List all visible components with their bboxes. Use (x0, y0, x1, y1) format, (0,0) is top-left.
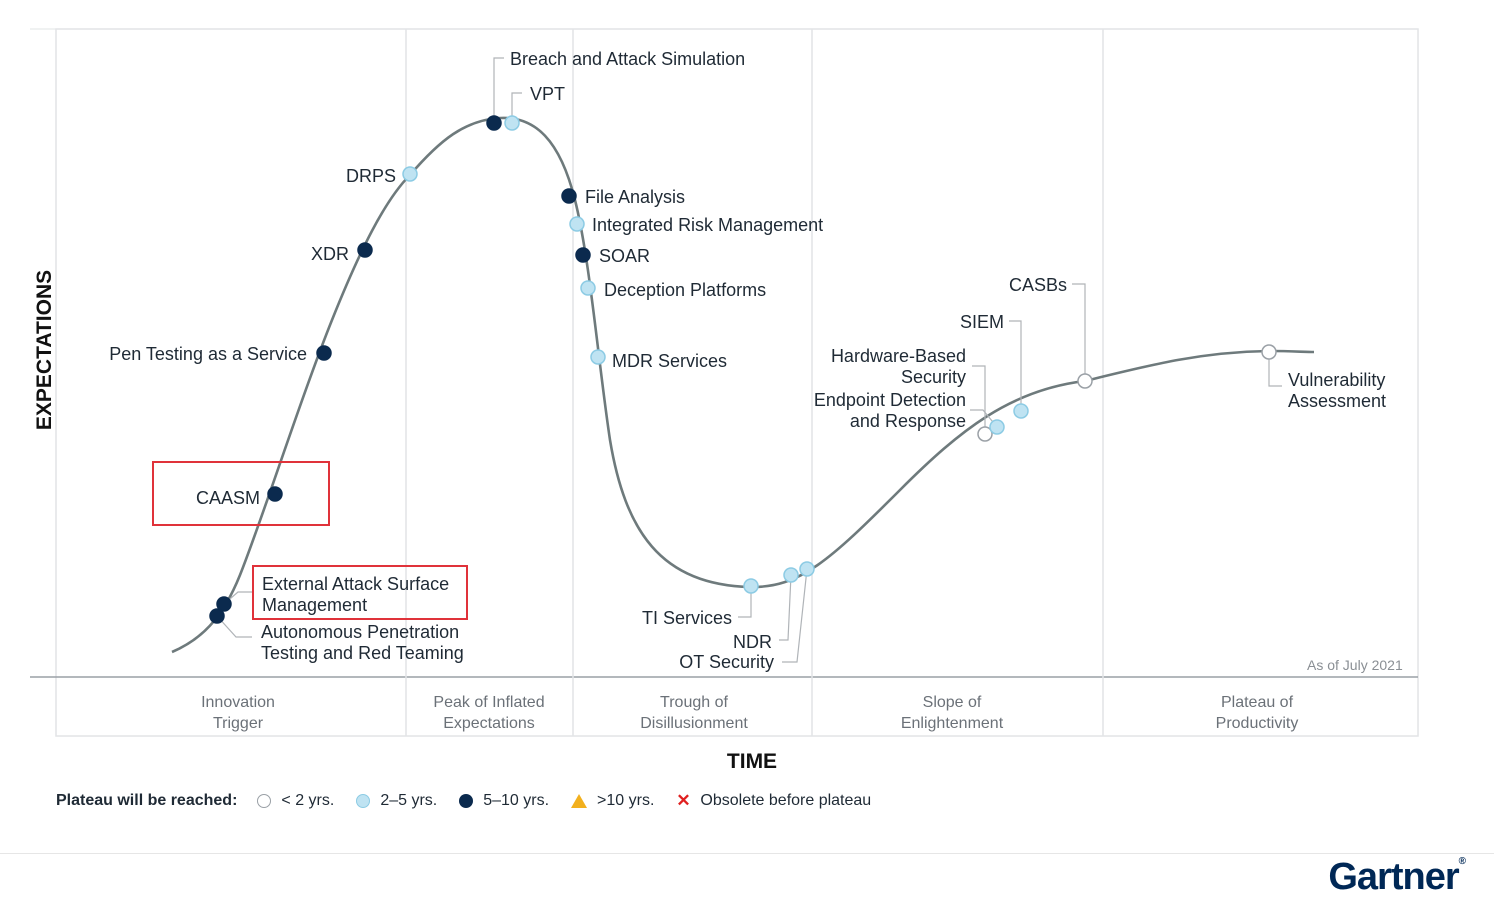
y-axis-title: EXPECTATIONS (33, 270, 56, 430)
highlight-box-easm (252, 565, 468, 620)
tech-point-vpt (504, 115, 520, 131)
legend-item-2to5: 2–5 yrs. (356, 792, 437, 810)
footer-divider (0, 853, 1494, 854)
legend-item-obsolete: ✕ Obsolete before plateau (676, 791, 871, 811)
legend-item-5to10: 5–10 yrs. (459, 792, 549, 810)
highlight-box-caasm (152, 461, 330, 526)
yellow-triangle-icon (571, 794, 588, 808)
phase-label-slope: Slope of Enlightenment (901, 694, 1004, 732)
tech-label-casbs: CASBs (1009, 275, 1067, 295)
legend-item-lt2: < 2 yrs. (257, 792, 334, 810)
tech-point-pen-testing-as-a-service (316, 345, 332, 361)
legend-label: >10 yrs. (597, 792, 655, 809)
tech-label-ot-security: OT Security (679, 652, 774, 672)
legend-label: Obsolete before plateau (700, 792, 872, 809)
tech-point-ot-security (799, 561, 815, 577)
phase-label-innovation-trigger: Innovation Trigger (201, 694, 275, 732)
tech-point-breach-and-attack-simulation (486, 115, 502, 131)
tech-point-soar (575, 247, 591, 263)
tech-label-external-attack-surface-management: External Attack Surface Management (262, 574, 449, 615)
hollow-circle-icon (257, 794, 272, 808)
tech-label-drps: DRPS (346, 166, 396, 186)
tech-label-ti-services: TI Services (642, 608, 732, 628)
gartner-logo: Gartner® (1328, 856, 1466, 898)
tech-label-pen-testing-as-a-service: Pen Testing as a Service (109, 344, 307, 364)
tech-label-file-analysis: File Analysis (585, 187, 685, 207)
tech-point-external-attack-surface-management (216, 596, 232, 612)
technology-points (209, 115, 1277, 624)
tech-label-siem: SIEM (960, 312, 1004, 332)
tech-label-autonomous-penetration-testing-and-red-teaming: Autonomous Penetration Testing and Red Te… (261, 622, 464, 663)
phase-label-peak: Peak of Inflated Expectations (433, 694, 544, 732)
navy-circle-icon (459, 794, 474, 808)
tech-label-deception-platforms: Deception Platforms (604, 280, 766, 300)
tech-point-caasm (267, 486, 283, 502)
hype-curve (171, 116, 1315, 654)
phase-label-plateau: Plateau of Productivity (1216, 694, 1299, 732)
light-blue-circle-icon (356, 794, 371, 808)
tech-label-caasm: CAASM (196, 488, 260, 508)
legend-label: 2–5 yrs. (380, 792, 438, 809)
tech-point-deception-platforms (580, 280, 596, 296)
tech-label-mdr-services: MDR Services (612, 351, 727, 371)
tech-point-mdr-services (590, 349, 606, 365)
phase-labels: Innovation Trigger Peak of Inflated Expect… (201, 694, 1298, 732)
tech-point-endpoint-detection-and-response (989, 419, 1005, 435)
tech-point-drps (402, 166, 418, 182)
plot-frame (30, 28, 1419, 737)
legend-item-gt10: >10 yrs. (571, 792, 654, 810)
tech-point-ndr (783, 567, 799, 583)
tech-label-xdr: XDR (311, 244, 349, 264)
tech-label-vulnerability-assessment: Vulnerability Assessment (1288, 370, 1386, 411)
legend: Plateau will be reached: < 2 yrs. 2–5 yr… (56, 789, 893, 813)
x-axis-title: TIME (727, 750, 777, 773)
tech-label-ndr: NDR (733, 632, 772, 652)
tech-label-soar: SOAR (599, 246, 650, 266)
legend-label: < 2 yrs. (281, 792, 335, 809)
as-of-date: As of July 2021 (1307, 657, 1403, 673)
tech-label-endpoint-detection-and-response: Endpoint Detection and Response (814, 390, 966, 431)
legend-label: 5–10 yrs. (483, 792, 550, 809)
legend-title: Plateau will be reached: (56, 792, 238, 809)
tech-point-vulnerability-assessment (1261, 344, 1277, 360)
tech-point-file-analysis (561, 188, 577, 204)
tech-point-hardware-based-security (977, 426, 993, 442)
phase-label-trough: Trough of Disillusionment (640, 694, 748, 732)
tech-point-siem (1013, 403, 1029, 419)
tech-label-vpt: VPT (530, 84, 565, 104)
tech-label-breach-and-attack-simulation: Breach and Attack Simulation (510, 49, 745, 69)
tech-point-casbs (1077, 373, 1093, 389)
tech-label-integrated-risk-management: Integrated Risk Management (592, 215, 823, 235)
technology-labels: Autonomous Penetration Testing and Red Te… (109, 49, 1386, 672)
tech-point-xdr (357, 242, 373, 258)
red-x-icon: ✕ (676, 791, 691, 810)
tech-point-ti-services (743, 578, 759, 594)
tech-point-autonomous-penetration-testing-and-red-teaming (209, 608, 225, 624)
tech-label-hardware-based-security: Hardware-Based Security (831, 346, 966, 387)
tech-point-integrated-risk-management (569, 216, 585, 232)
